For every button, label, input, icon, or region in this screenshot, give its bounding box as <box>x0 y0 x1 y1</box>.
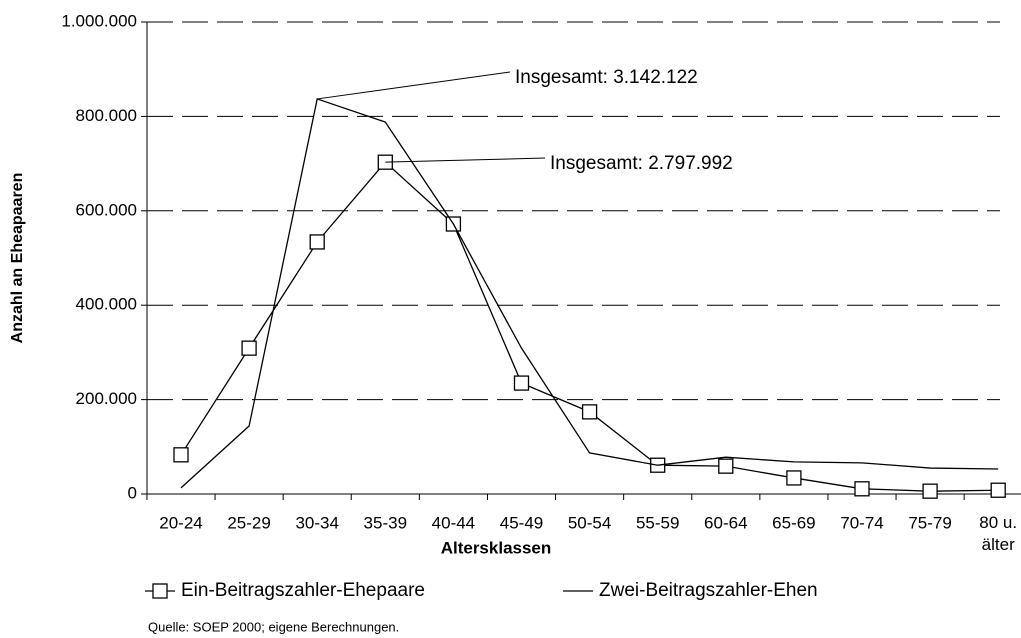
x-tick-label: 50-54 <box>568 513 611 532</box>
series-line <box>180 161 999 492</box>
x-tick-label: 45-49 <box>500 513 543 532</box>
marker <box>990 482 1006 498</box>
marker <box>241 340 257 356</box>
legend-label: Ein-Beitragszahler-Ehepaare <box>181 580 425 601</box>
marker <box>718 458 734 474</box>
y-tick-label: 200.000 <box>76 389 137 408</box>
x-tick-label: 70-74 <box>840 513 883 532</box>
y-axis-title: Anzahl an Eheapaaren <box>9 173 26 344</box>
marker <box>786 470 802 486</box>
legend-marker <box>152 583 168 599</box>
x-tick-label: 30-34 <box>295 513 338 532</box>
x-tick-label: 55-59 <box>636 513 679 532</box>
x-tick-label: 20-24 <box>159 513 202 532</box>
x-tick-label: 35-39 <box>364 513 407 532</box>
annotation-leader <box>317 71 511 100</box>
x-tick-label: 65-69 <box>772 513 815 532</box>
x-tick-label: 60-64 <box>704 513 747 532</box>
marker <box>581 404 598 420</box>
marker <box>513 375 530 391</box>
x-tick-label: 80 u. älter <box>979 513 1017 554</box>
marker <box>309 234 325 250</box>
legend-label: Zwei-Beitragszahler-Ehen <box>599 580 818 601</box>
marker <box>854 481 870 497</box>
x-tick-label: 75-79 <box>908 513 951 532</box>
y-tick-label: 1.000.000 <box>61 11 137 30</box>
marker <box>173 447 189 463</box>
x-tick-label: 40-44 <box>432 513 475 532</box>
marker <box>922 483 938 499</box>
y-tick-label: 600.000 <box>76 200 137 219</box>
y-tick-label: 800.000 <box>76 106 137 125</box>
annotation: Insgesamt: 3.142.122 <box>515 67 698 88</box>
source-note: Quelle: SOEP 2000; eigene Berechnungen. <box>148 619 399 634</box>
y-tick-label: 400.000 <box>76 295 137 314</box>
annotation: Insgesamt: 2.797.992 <box>550 153 733 174</box>
annotation-leader <box>385 157 546 163</box>
y-tick-label: 0 <box>128 483 137 502</box>
x-tick-label: 25-29 <box>227 513 270 532</box>
x-axis-title: Altersklassen <box>441 538 552 557</box>
